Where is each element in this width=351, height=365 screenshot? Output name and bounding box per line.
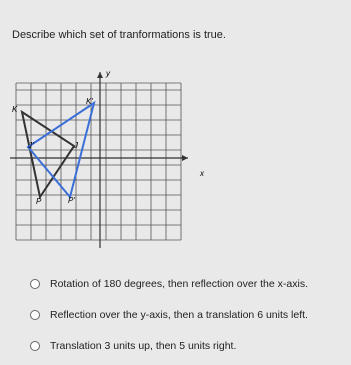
x-axis-label: x	[199, 169, 205, 178]
point-label: K'	[86, 97, 93, 106]
triangle-kjp	[20, 109, 76, 200]
option[interactable]: Reflection over the y-axis, then a trans…	[30, 309, 308, 321]
radio[interactable]	[30, 341, 40, 351]
point-label: J'	[27, 141, 34, 150]
option-text: Reflection over the y-axis, then a trans…	[50, 309, 308, 321]
x-arrow	[182, 155, 188, 161]
point-label: P'	[68, 196, 75, 205]
point-label: J	[73, 141, 79, 150]
option[interactable]: Translation 3 units up, then 5 units rig…	[30, 340, 236, 352]
triangle-image	[26, 100, 96, 200]
point-label: P	[36, 197, 42, 206]
y-arrow	[97, 72, 103, 78]
point-label: K	[12, 105, 18, 114]
option-text: Rotation of 180 degrees, then reflection…	[50, 278, 308, 290]
radio[interactable]	[30, 279, 40, 289]
radio[interactable]	[30, 310, 40, 320]
option[interactable]: Rotation of 180 degrees, then reflection…	[30, 278, 308, 290]
option-text: Translation 3 units up, then 5 units rig…	[50, 340, 237, 352]
question: Describe which set of tranformations is …	[12, 29, 226, 41]
y-axis-label: y	[105, 69, 111, 78]
grid	[15, 82, 182, 241]
